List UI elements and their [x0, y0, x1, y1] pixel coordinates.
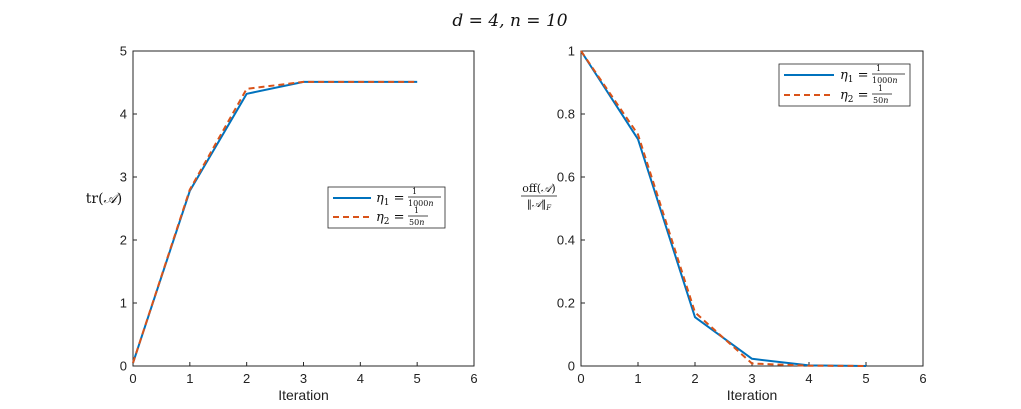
- right-y-tick-label: 0.6: [557, 170, 575, 185]
- right-series-lines: [580, 50, 867, 367]
- left-y-tick-label: 1: [120, 296, 127, 311]
- right-y-axis-label: off(𝒜) ‖𝒜‖F: [521, 182, 557, 212]
- left-y-tick-label: 3: [120, 170, 127, 185]
- figure-title: d = 4, n = 10: [452, 11, 567, 31]
- left-legend-frac1-den: 1000n: [408, 199, 434, 208]
- right-series-line-eta2: [580, 50, 867, 367]
- left-x-tick-label: 0: [129, 371, 136, 386]
- right-y-tick-label: 0.4: [557, 233, 575, 248]
- right-legend: η1 = 1 1000n η2 = 1 50n: [778, 63, 911, 107]
- svg-text:‖𝒜‖F: ‖𝒜‖F: [527, 199, 552, 212]
- left-y-tick-label: 0: [120, 359, 127, 374]
- left-legend-frac2-num: 1: [414, 206, 419, 215]
- left-x-tick-label: 5: [414, 371, 421, 386]
- right-x-axis-label: Iteration: [727, 387, 778, 403]
- left-series-line-eta2: [132, 80, 418, 364]
- left-legend-label-eta2: η2 =: [376, 210, 405, 227]
- left-legend-box: [327, 186, 446, 229]
- left-x-tick-label: 1: [186, 371, 193, 386]
- right-legend-frac1-den: 1000n: [872, 76, 898, 85]
- right-y-tick-label: 0.8: [557, 107, 575, 122]
- right-y-tick-label: 0: [568, 359, 575, 374]
- right-axis-ticks: 0 1 2 3 4 5 6 0 0.2 0.4 0.6 0.8 1: [557, 44, 927, 387]
- right-x-tick-label: 1: [634, 371, 641, 386]
- right-x-tick-label: 5: [862, 371, 869, 386]
- left-y-axis-label: tr(𝒜): [86, 191, 123, 207]
- left-x-tick-label: 6: [470, 371, 477, 386]
- right-x-tick-label: 3: [748, 371, 755, 386]
- left-x-tick-label: 4: [357, 371, 364, 386]
- right-y-tick-label: 0.2: [557, 296, 575, 311]
- left-chart-panel: 0 1 2 3 4 5 6 0 1 2 3 4 5 Iteration tr(𝒜) η1 = 1 100…: [86, 44, 478, 404]
- left-legend: η1 = 1 1000n η2 = 1 50n: [327, 186, 446, 229]
- left-legend-label-eta1: η1 =: [376, 191, 405, 208]
- left-legend-frac2-den: 50n: [409, 218, 424, 227]
- right-y-tick-label: 1: [568, 44, 575, 59]
- right-chart-panel: 0 1 2 3 4 5 6 0 0.2 0.4 0.6 0.8 1 Iteration off(𝒜) ‖…: [521, 44, 927, 403]
- right-x-tick-label: 2: [691, 371, 698, 386]
- left-y-tick-label: 5: [120, 44, 127, 59]
- right-legend-label-eta1: η1 =: [840, 68, 869, 85]
- svg-text:off(𝒜): off(𝒜): [522, 182, 555, 195]
- left-legend-frac1-num: 1: [412, 187, 417, 196]
- right-x-tick-label: 6: [919, 371, 926, 386]
- left-series-lines: [132, 80, 418, 364]
- left-axis-ticks: 0 1 2 3 4 5 6 0 1 2 3 4 5: [120, 44, 478, 387]
- right-legend-label-eta2: η2 =: [840, 88, 869, 105]
- right-x-tick-label: 4: [805, 371, 812, 386]
- left-y-tick-label: 4: [120, 107, 127, 122]
- right-legend-frac1-num: 1: [876, 64, 881, 73]
- right-legend-frac2-num: 1: [878, 84, 883, 93]
- left-x-axis-label: Iteration: [278, 387, 329, 403]
- right-x-tick-label: 0: [577, 371, 584, 386]
- left-x-tick-label: 2: [243, 371, 250, 386]
- right-legend-box: [778, 63, 911, 107]
- left-y-tick-label: 2: [120, 233, 127, 248]
- left-x-tick-label: 3: [300, 371, 307, 386]
- right-legend-frac2-den: 50n: [873, 96, 888, 105]
